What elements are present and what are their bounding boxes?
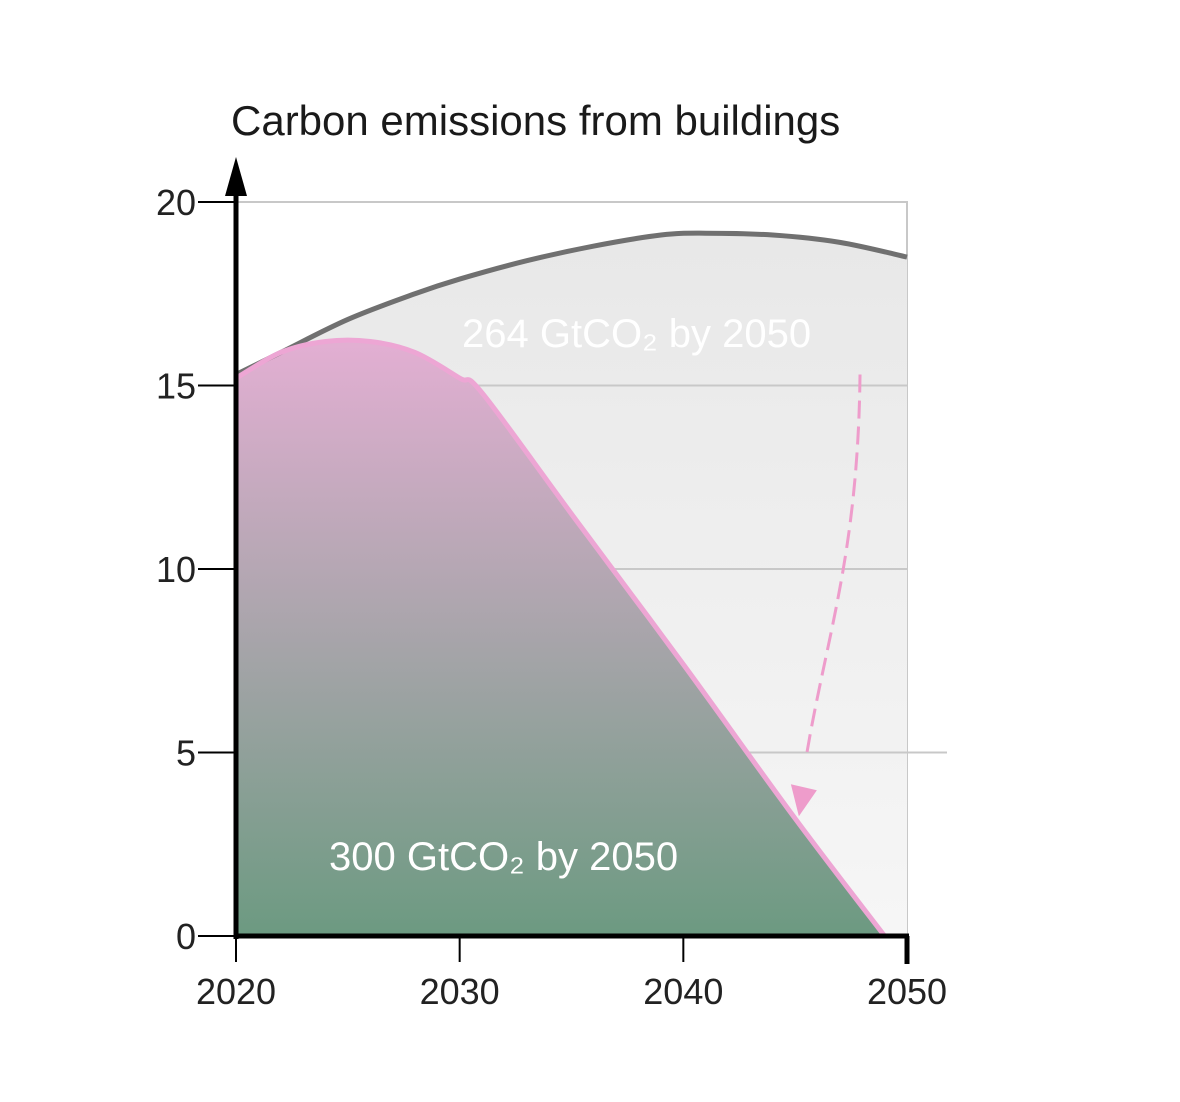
annotation-300: 300 GtCO₂ by 2050	[329, 835, 678, 879]
y-tick-label: 5	[176, 733, 196, 774]
x-tick-label: 2030	[420, 971, 500, 1012]
y-tick-label: 10	[156, 549, 196, 590]
reduction-arrow	[804, 374, 862, 757]
reduction-arrow-head	[790, 784, 817, 817]
x-tick-label: 2020	[196, 971, 276, 1012]
current-trajectory-line	[234, 230, 908, 377]
y-tick-label: 0	[176, 916, 196, 957]
annotation-264: 264 GtCO₂ by 2050	[462, 312, 811, 356]
x-ticks: 2020 2030 2040 2050	[196, 936, 947, 1012]
reduction-pathway-line	[234, 337, 887, 938]
y-tick-label: 15	[156, 366, 196, 407]
y-axis-arrow-icon	[225, 157, 247, 196]
chart-title: Carbon emissions from buildings	[231, 97, 840, 144]
y-ticks: 0 5 10 15 20	[156, 182, 236, 957]
reduction-pathway-area	[236, 340, 885, 936]
x-tick-label: 2040	[643, 971, 723, 1012]
y-tick-label: 20	[156, 182, 196, 223]
x-tick-label: 2050	[867, 971, 947, 1012]
